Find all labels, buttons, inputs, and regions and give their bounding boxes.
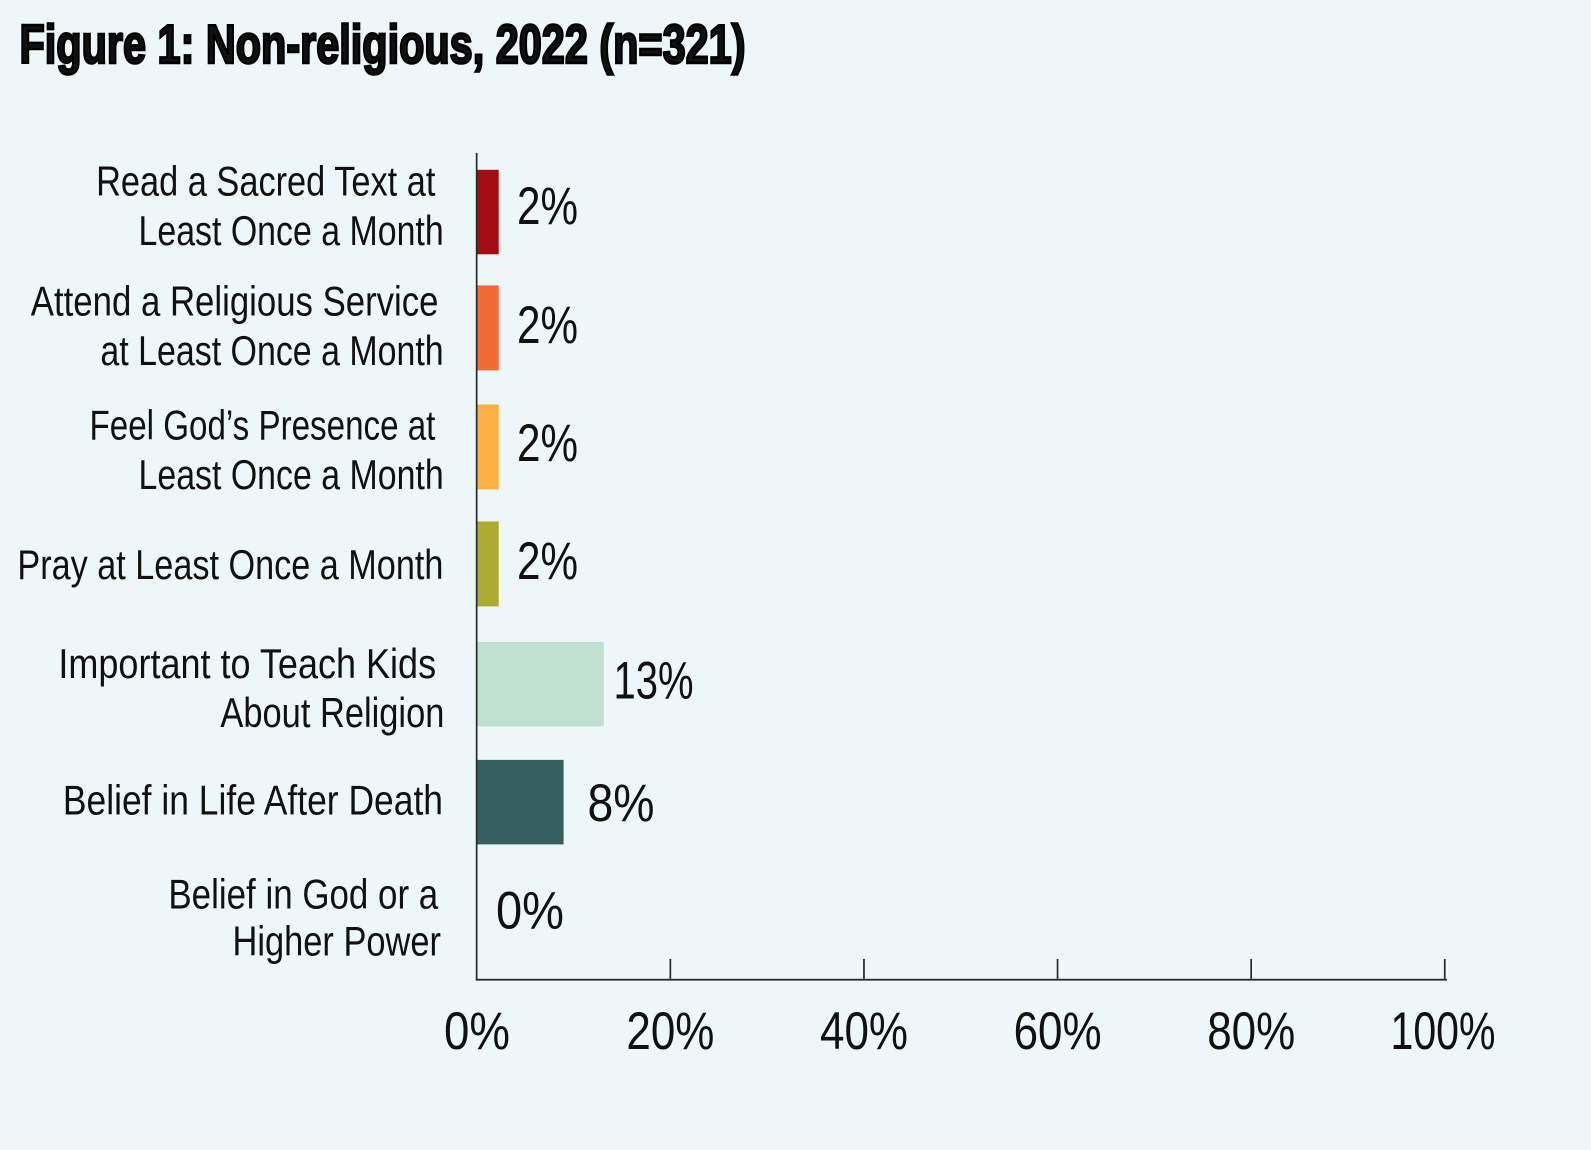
- svg-text:About Religion: About Religion: [220, 689, 444, 736]
- svg-text:2%: 2%: [517, 532, 578, 591]
- svg-text:2%: 2%: [517, 414, 578, 473]
- svg-text:Feel God’s Presence at: Feel God’s Presence at: [90, 402, 436, 449]
- svg-text:80%: 80%: [1207, 1002, 1295, 1061]
- svg-text:2%: 2%: [517, 296, 578, 355]
- svg-text:at Least Once a Month: at Least Once a Month: [100, 327, 443, 374]
- svg-text:100%: 100%: [1391, 1002, 1496, 1061]
- svg-text:0%: 0%: [496, 882, 564, 941]
- svg-text:40%: 40%: [820, 1002, 908, 1061]
- svg-text:Read a Sacred Text at: Read a Sacred Text at: [96, 158, 436, 205]
- svg-text:Figure 1: Non-religious, 2022: Figure 1: Non-religious, 2022 (n=321): [20, 13, 746, 75]
- svg-text:Least Once a Month: Least Once a Month: [139, 207, 444, 254]
- svg-text:Belief in Life After Death: Belief in Life After Death: [63, 777, 443, 824]
- svg-text:Pray at Least Once a Month: Pray at Least Once a Month: [17, 541, 443, 588]
- svg-text:20%: 20%: [626, 1002, 714, 1061]
- svg-text:2%: 2%: [517, 177, 578, 236]
- svg-text:8%: 8%: [588, 774, 655, 833]
- svg-text:60%: 60%: [1014, 1002, 1102, 1061]
- svg-text:Least Once a Month: Least Once a Month: [139, 451, 444, 498]
- svg-text:Attend a Religious Service: Attend a Religious Service: [31, 278, 439, 325]
- svg-text:Important to Teach Kids: Important to Teach Kids: [58, 640, 436, 687]
- svg-text:Higher Power: Higher Power: [233, 917, 442, 964]
- svg-text:0%: 0%: [444, 1002, 510, 1061]
- svg-text:Belief in God or a: Belief in God or a: [168, 871, 439, 918]
- svg-text:13%: 13%: [614, 652, 694, 711]
